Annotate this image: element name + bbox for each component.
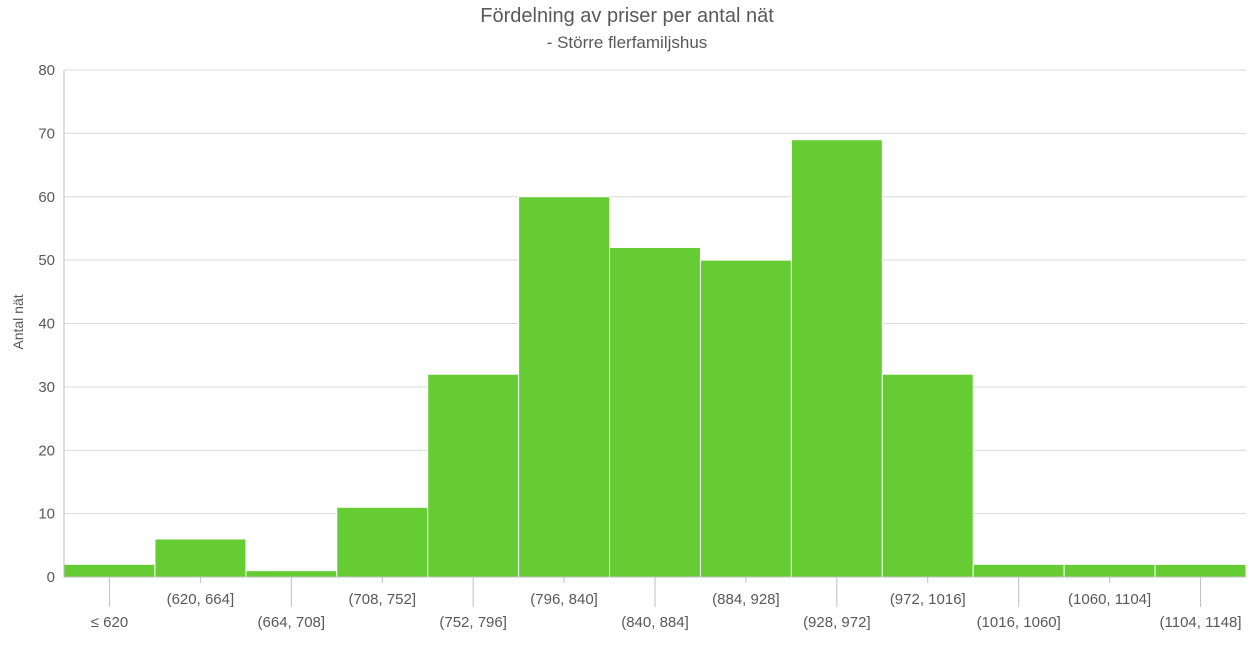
y-tick-label: 60 <box>38 189 55 206</box>
histogram-bar <box>245 570 338 578</box>
histogram-bar <box>63 563 156 578</box>
histogram-bar <box>154 538 247 578</box>
histogram-bar <box>609 246 701 578</box>
x-tick-label: (972, 1016] <box>890 591 966 608</box>
y-tick-label: 30 <box>38 379 55 396</box>
histogram-bar <box>518 196 611 578</box>
y-axis-label: Antal nät <box>10 294 26 349</box>
x-tick-label: (1016, 1060] <box>977 614 1061 631</box>
x-tick-label: (620, 664] <box>167 591 235 608</box>
x-tick-labels: ≤ 620 (620, 664] (664, 708] (708, 752] (752,… <box>91 591 1242 631</box>
y-tick-label: 10 <box>38 506 55 523</box>
x-tick-label: (1060, 1104] <box>1068 591 1151 608</box>
y-tick-label: 70 <box>38 125 55 142</box>
x-tick-label: (884, 928] <box>712 591 780 608</box>
y-tick-label: 50 <box>38 252 55 269</box>
x-tick-label: (928, 972] <box>803 614 871 631</box>
bars <box>63 139 1247 578</box>
x-tick-label: (796, 840] <box>530 591 598 608</box>
histogram-bar <box>1154 563 1247 578</box>
y-tick-label: 80 <box>38 62 55 79</box>
histogram-bar <box>427 373 520 578</box>
histogram-bar <box>790 139 883 578</box>
chart-title: Fördelning av priser per antal nät <box>480 5 774 27</box>
histogram-bar <box>972 563 1065 578</box>
axes <box>63 70 1246 607</box>
x-tick-label: (664, 708] <box>258 614 326 631</box>
y-tick-label: 40 <box>38 316 55 333</box>
histogram-bar <box>336 506 429 578</box>
histogram-bar <box>699 259 792 578</box>
y-tick-labels: 0 10 20 30 40 50 60 70 80 <box>38 62 55 586</box>
x-tick-label: (752, 796] <box>439 614 507 631</box>
chart-subtitle: - Större flerfamiljshus <box>547 33 708 52</box>
histogram-bar <box>881 373 974 578</box>
histogram-bar <box>1063 563 1156 578</box>
x-tick-label: ≤ 620 <box>91 614 128 631</box>
y-tick-label: 0 <box>47 569 55 586</box>
x-tick-label: (1104, 1148] <box>1160 614 1242 631</box>
y-tick-label: 20 <box>38 442 55 459</box>
x-tick-label: (840, 884] <box>621 614 689 631</box>
x-tick-label: (708, 752] <box>348 591 416 608</box>
